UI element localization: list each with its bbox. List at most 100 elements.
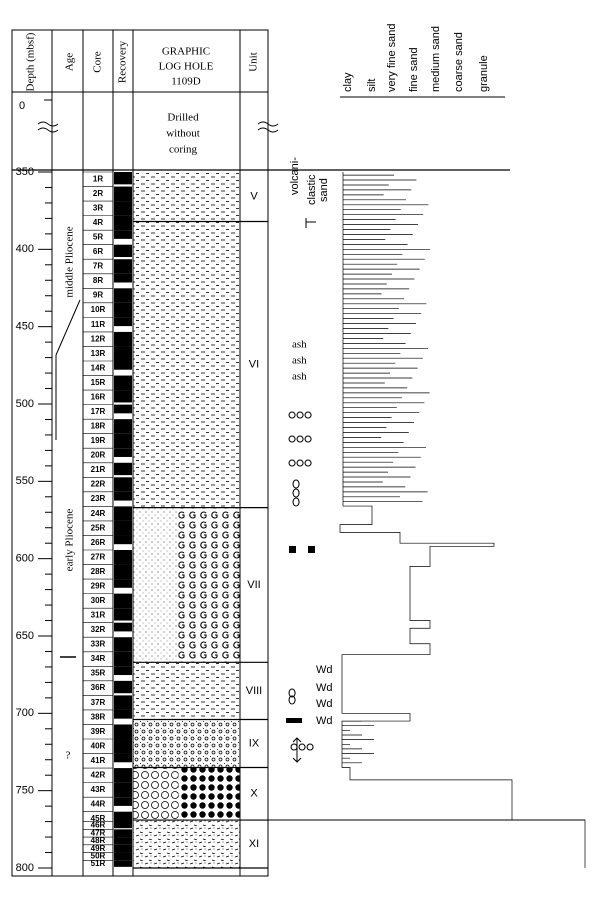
core-label: 30R bbox=[91, 596, 106, 605]
annotation: clastic bbox=[306, 174, 318, 205]
core-label: 45R bbox=[91, 814, 106, 823]
header-unit: Unit bbox=[248, 52, 260, 72]
core-label: 13R bbox=[91, 349, 106, 358]
header-age: Age bbox=[64, 53, 76, 71]
recovery bbox=[114, 651, 132, 667]
recovery bbox=[114, 331, 132, 347]
depth-tick-label: 650 bbox=[16, 630, 34, 642]
recovery bbox=[114, 622, 132, 632]
recovery bbox=[114, 709, 132, 719]
depth-tick-label: 750 bbox=[16, 785, 34, 797]
grain-size-label: very fine sand bbox=[386, 24, 398, 92]
recovery bbox=[114, 244, 132, 258]
recovery bbox=[114, 419, 132, 434]
lithology bbox=[133, 719, 240, 768]
recovery bbox=[114, 782, 132, 798]
recovery bbox=[114, 259, 132, 274]
unit-label: VI bbox=[249, 358, 259, 370]
recovery bbox=[114, 860, 132, 867]
drilled-note: coring bbox=[169, 144, 198, 156]
unit-label: VII bbox=[247, 579, 260, 591]
recovery bbox=[114, 724, 132, 740]
depth-tick-label: 400 bbox=[16, 243, 34, 255]
core-label: 36R bbox=[91, 683, 106, 692]
recovery bbox=[114, 230, 132, 239]
recovery bbox=[114, 829, 132, 838]
lithology bbox=[133, 221, 240, 508]
table-frame bbox=[11, 29, 510, 877]
core-label: 40R bbox=[91, 741, 106, 750]
recovery bbox=[114, 739, 132, 754]
core-label: 28R bbox=[91, 567, 106, 576]
core-label: 5R bbox=[93, 233, 103, 242]
core-label: 6R bbox=[93, 247, 103, 256]
recovery bbox=[114, 768, 132, 783]
core-label: 48R bbox=[91, 836, 106, 845]
annotation: ash bbox=[292, 371, 307, 383]
annotation: ash bbox=[292, 355, 307, 367]
symbols bbox=[286, 411, 315, 763]
core-label: 14R bbox=[91, 363, 106, 372]
recovery bbox=[114, 477, 132, 492]
symbol bbox=[305, 218, 316, 228]
core-label: 12R bbox=[91, 334, 106, 343]
depth-tick-label: 550 bbox=[16, 475, 34, 487]
depth-tick-label: 700 bbox=[16, 707, 34, 719]
core-label: 2R bbox=[93, 189, 103, 198]
annotation: Wd bbox=[316, 682, 333, 694]
core-label: 34R bbox=[91, 654, 106, 663]
annotation: Wd bbox=[316, 664, 333, 676]
core-label: 41R bbox=[91, 756, 106, 765]
core-label: 43R bbox=[91, 785, 106, 794]
core-label: 49R bbox=[91, 844, 106, 853]
header-recovery: Recovery bbox=[117, 40, 129, 83]
core-label: 19R bbox=[91, 436, 106, 445]
recovery bbox=[114, 535, 132, 545]
drilled-note: without bbox=[166, 128, 200, 140]
recovery bbox=[114, 317, 132, 327]
unit-label: XI bbox=[249, 838, 259, 850]
recovery bbox=[114, 506, 132, 521]
core-label: 33R bbox=[91, 640, 106, 649]
core-label: 51R bbox=[91, 859, 106, 868]
recovery bbox=[114, 448, 132, 457]
recovery bbox=[114, 844, 132, 853]
unit-label: IX bbox=[249, 737, 260, 749]
age-label: ? bbox=[66, 750, 71, 762]
core-label: 23R bbox=[91, 494, 106, 503]
unit-label: X bbox=[250, 788, 258, 800]
core-label: 47R bbox=[91, 828, 106, 837]
annotation: volcani- bbox=[289, 157, 301, 195]
age-label: early Pliocene bbox=[64, 509, 76, 572]
grain-size-label: fine sand bbox=[408, 47, 420, 92]
header-core: Core bbox=[92, 51, 104, 73]
depth-tick-label: 600 bbox=[16, 553, 34, 565]
core-label: 4R bbox=[93, 218, 103, 227]
core-label: 3R bbox=[93, 203, 103, 212]
recovery bbox=[114, 608, 132, 621]
recovery bbox=[114, 680, 132, 694]
grain-size-label: coarse sand bbox=[453, 32, 465, 92]
lithology bbox=[133, 662, 240, 720]
core-label: 10R bbox=[91, 305, 106, 314]
recovery bbox=[114, 852, 132, 861]
grain-size-profile bbox=[339, 172, 586, 868]
depth-tick-label: 500 bbox=[16, 398, 34, 410]
recovery bbox=[114, 520, 132, 536]
depth-tick-label: 0 bbox=[19, 100, 25, 112]
header-depth: Depth (mbsf) bbox=[25, 32, 37, 91]
core-label: 24R bbox=[91, 509, 106, 518]
core-label: 46R bbox=[91, 821, 106, 830]
age-label: middle Pliocene bbox=[64, 226, 76, 297]
unit-label: VIII bbox=[246, 685, 263, 697]
core-label: 44R bbox=[91, 800, 106, 809]
recovery bbox=[114, 390, 132, 403]
core-label: 39R bbox=[91, 727, 106, 736]
core-label: 27R bbox=[91, 552, 106, 561]
recovery bbox=[114, 346, 132, 362]
recovery bbox=[114, 433, 132, 449]
recovery bbox=[114, 837, 132, 845]
depth-tick-label: 800 bbox=[16, 862, 34, 874]
recovery bbox=[114, 462, 132, 476]
